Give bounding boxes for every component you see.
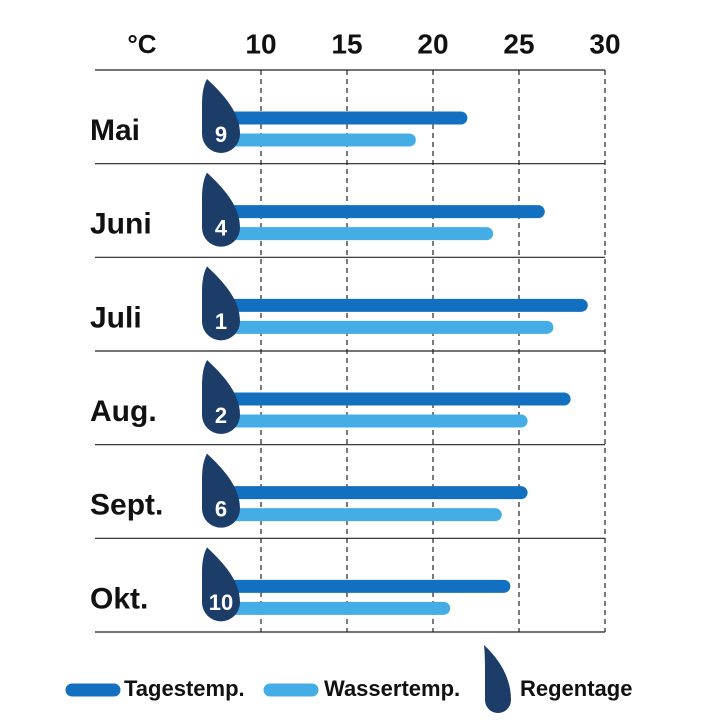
rain-label: 4 [215, 215, 228, 240]
unit-label: °C [127, 29, 156, 59]
category-label: Okt. [90, 582, 148, 615]
rain-drop [202, 453, 241, 528]
rain-drop [202, 172, 241, 247]
legend-label: Wassertemp. [324, 676, 460, 701]
x-tick-label: 20 [417, 28, 448, 59]
x-tick-label: 10 [245, 28, 276, 59]
category-label: Aug. [90, 395, 157, 428]
category-label: Juni [90, 208, 152, 241]
rain-label: 10 [209, 590, 233, 615]
category-label: Juli [90, 301, 142, 334]
rain-label: 6 [215, 496, 227, 521]
rain-label: 2 [215, 403, 227, 428]
x-tick-label: 15 [331, 28, 362, 59]
category-label: Mai [90, 114, 140, 147]
x-tick-label: 30 [589, 28, 620, 59]
legend-swatch [484, 645, 511, 713]
rain-drop [202, 547, 241, 622]
category-label: Sept. [90, 489, 163, 522]
rain-label: 1 [215, 309, 227, 334]
legend-label: Tagestemp. [124, 676, 245, 701]
x-tick-label: 25 [503, 28, 534, 59]
rain-drop [202, 360, 240, 434]
legend-label: Regentage [520, 676, 632, 701]
rain-label: 9 [215, 122, 227, 147]
rain-drop [202, 79, 240, 153]
rain-drop [202, 266, 241, 341]
